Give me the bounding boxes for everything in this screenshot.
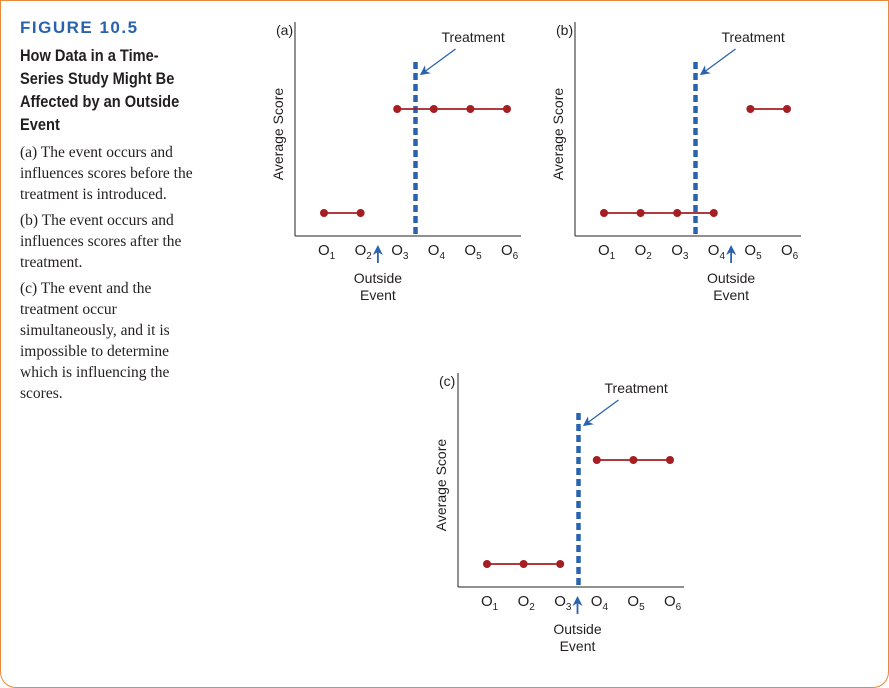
data-point bbox=[503, 105, 511, 113]
data-point bbox=[393, 105, 402, 113]
data-point bbox=[483, 560, 491, 568]
y-axis-label: Average Score bbox=[550, 88, 566, 181]
outside-event-label: Outside bbox=[707, 270, 755, 286]
observation-label: O1 bbox=[318, 242, 336, 262]
data-point bbox=[600, 209, 608, 217]
outside-event-label: Event bbox=[713, 287, 749, 303]
outside-event-label: Outside bbox=[354, 270, 402, 286]
chart-panel-2: (c) Average Score Treatment O1 O2 O3 O4 O5 O6 Out… bbox=[433, 373, 684, 654]
data-point bbox=[783, 105, 791, 113]
observation-label: O2 bbox=[635, 242, 653, 262]
data-point bbox=[709, 209, 718, 217]
treatment-label: Treatment bbox=[442, 29, 505, 45]
figure-caption: FIGURE 10.5 How Data in a Time-Series St… bbox=[20, 18, 195, 409]
treatment-label: Treatment bbox=[722, 29, 785, 45]
treatment-arrow bbox=[419, 48, 456, 76]
panel-label: (c) bbox=[439, 373, 455, 389]
outside-event-label: Event bbox=[360, 287, 396, 303]
observation-label: O6 bbox=[501, 242, 519, 262]
data-point bbox=[356, 209, 365, 217]
treatment-arrow bbox=[582, 399, 619, 427]
outside-event-label: Outside bbox=[553, 621, 601, 637]
data-point bbox=[429, 105, 438, 113]
data-point bbox=[666, 456, 674, 464]
observation-label: O2 bbox=[355, 242, 373, 262]
data-point bbox=[320, 209, 328, 217]
observation-label: O4 bbox=[591, 593, 609, 613]
outside-event-label: Event bbox=[560, 638, 596, 654]
y-axis-label: Average Score bbox=[433, 439, 449, 532]
data-point bbox=[629, 456, 638, 464]
treatment-label: Treatment bbox=[605, 380, 668, 396]
data-point bbox=[636, 209, 645, 217]
observation-label: O5 bbox=[744, 242, 762, 262]
observation-label: O5 bbox=[627, 593, 645, 613]
observation-label: O2 bbox=[518, 593, 536, 613]
caption-part-c: (c) The event and the treatment occur si… bbox=[20, 280, 170, 402]
chart-panel-0: (a) Average Score Treatment O1 O2 O3 O4 O5 O6 Out… bbox=[270, 22, 521, 303]
data-point bbox=[592, 456, 601, 464]
panel-label: (a) bbox=[276, 22, 293, 38]
observation-label: O6 bbox=[781, 242, 799, 262]
data-point bbox=[673, 209, 682, 217]
figure-title: How Data in a Time-Series Study Might Be… bbox=[20, 46, 180, 134]
figure-label: FIGURE 10.5 bbox=[20, 18, 139, 37]
y-axis-label: Average Score bbox=[270, 88, 286, 181]
data-point bbox=[466, 105, 475, 113]
observation-label: O1 bbox=[598, 242, 616, 262]
observation-label: O6 bbox=[664, 593, 682, 613]
chart-panel-1: (b) Average Score Treatment O1 O2 O3 O4 O5 O6 Out… bbox=[550, 22, 801, 303]
data-point bbox=[519, 560, 528, 568]
observation-label: O3 bbox=[554, 593, 572, 613]
observation-label: O4 bbox=[428, 242, 446, 262]
observation-label: O1 bbox=[481, 593, 499, 613]
data-point bbox=[746, 105, 755, 113]
caption-part-b: (b) The event occurs and influences scor… bbox=[20, 212, 182, 271]
observation-label: O3 bbox=[391, 242, 409, 262]
observation-label: O3 bbox=[671, 242, 689, 262]
caption-part-a: (a) The event occurs and influences scor… bbox=[20, 144, 193, 203]
treatment-arrow bbox=[699, 48, 736, 76]
observation-label: O5 bbox=[464, 242, 482, 262]
observation-label: O4 bbox=[708, 242, 726, 262]
panel-label: (b) bbox=[556, 22, 573, 38]
data-point bbox=[556, 560, 565, 568]
